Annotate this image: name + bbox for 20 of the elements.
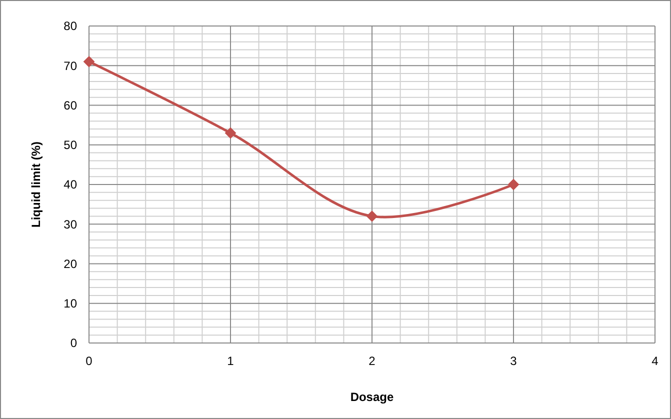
x-tick-label: 3	[510, 354, 518, 368]
y-tick-label: 70	[64, 58, 78, 73]
x-tick-label: 2	[368, 354, 376, 368]
y-axis-title: Liquid limit (%)	[29, 142, 43, 228]
x-axis-title: Dosage	[350, 390, 394, 404]
y-tick-label: 10	[64, 296, 78, 311]
y-tick-label: 30	[64, 217, 78, 232]
y-tick-label: 50	[64, 138, 78, 152]
x-tick-label: 0	[86, 354, 93, 368]
point	[84, 56, 94, 68]
point	[225, 127, 236, 138]
y-tick-label: 80	[64, 19, 78, 34]
point	[508, 179, 519, 190]
point	[366, 210, 378, 222]
x-tick-label: 4	[652, 354, 659, 368]
y-tick-label: 20	[64, 256, 78, 271]
y-tick-label: 0	[70, 336, 78, 350]
y-tick-label: 60	[64, 98, 78, 112]
x-tick-label: 1	[227, 354, 234, 368]
y-tick-label: 40	[64, 178, 78, 192]
